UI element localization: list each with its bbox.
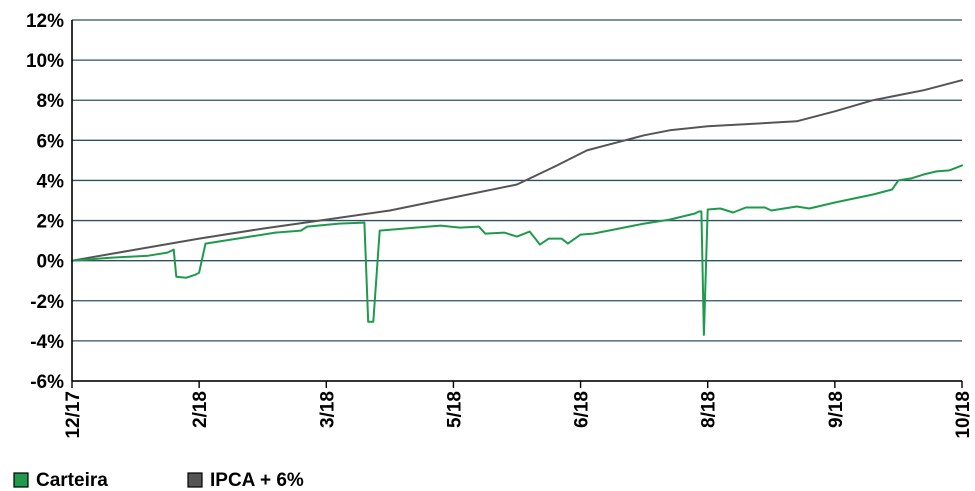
y-tick-label: 10%	[26, 51, 64, 72]
y-tick-label: 12%	[26, 11, 64, 32]
x-tick-label: 2/18	[190, 391, 211, 428]
grid-lines	[72, 20, 962, 381]
y-tick-label: -6%	[30, 372, 64, 393]
x-tick-label: 12/17	[63, 391, 84, 439]
y-axis-tick-labels: -6% -4% -2% 0% 2% 4% 6% 8% 10% 12%	[26, 11, 64, 393]
x-axis-tick-labels: 12/17 2/18 3/18 5/18 6/18 8/18 9/18 10/18	[63, 391, 974, 439]
x-tick-label: 10/18	[953, 391, 974, 439]
y-tick-label: -2%	[30, 292, 64, 313]
y-tick-label: 0%	[37, 252, 65, 273]
legend-label-carteira: Carteira	[36, 470, 108, 491]
x-tick-label: 6/18	[572, 391, 593, 428]
x-tick-label: 5/18	[444, 391, 465, 428]
y-tick-label: -4%	[30, 332, 64, 353]
y-tick-label: 6%	[37, 131, 65, 152]
y-tick-label: 8%	[37, 91, 65, 112]
legend-label-ipca: IPCA + 6%	[210, 470, 304, 491]
legend-swatch-ipca	[188, 473, 202, 487]
x-tick-label: 3/18	[317, 391, 338, 428]
y-tick-label: 4%	[37, 171, 65, 192]
series-line-carteira	[72, 165, 962, 335]
x-tick-label: 9/18	[826, 391, 847, 428]
legend: Carteira IPCA + 6%	[14, 470, 304, 491]
series-line-ipca-6	[72, 80, 962, 261]
legend-swatch-carteira	[14, 473, 28, 487]
x-tick-label: 8/18	[699, 391, 720, 428]
y-tick-label: 2%	[37, 212, 65, 233]
series-lines	[72, 80, 962, 335]
